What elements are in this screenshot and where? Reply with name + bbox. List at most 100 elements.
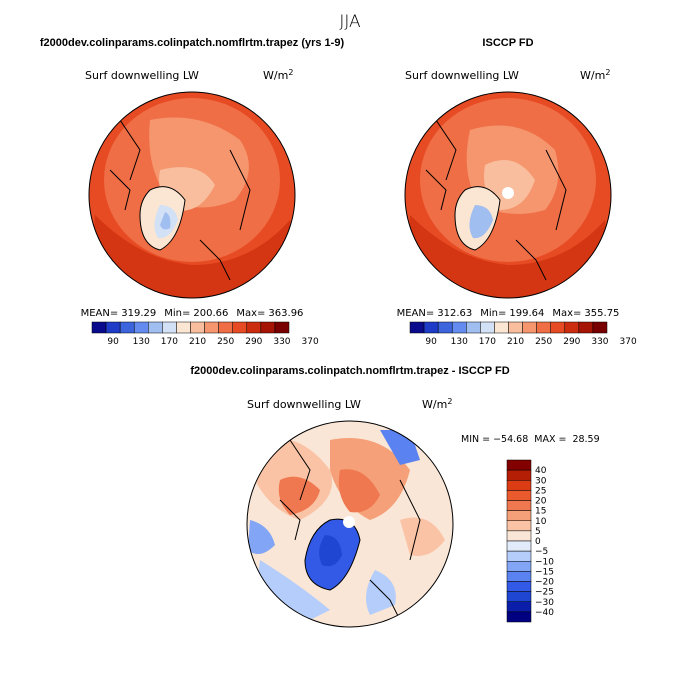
colorbar-1-tick-label: 130 bbox=[133, 337, 150, 347]
panel-1: f2000dev.colinparams.colinpatch.nomflrtm… bbox=[40, 37, 345, 347]
panel-2-variable: Surf downwelling LW bbox=[405, 69, 519, 82]
colorbar-1-swatch bbox=[119, 321, 135, 334]
colorbar-3-tick-label: 25 bbox=[535, 486, 546, 496]
colorbar-2-swatch bbox=[508, 321, 523, 334]
colorbar-1-swatch bbox=[105, 321, 121, 334]
colorbar-2-tick-label: 210 bbox=[507, 337, 524, 347]
colorbar-3-tick-label: −10 bbox=[535, 557, 554, 567]
colorbar-3-tick-label: 15 bbox=[535, 507, 546, 517]
colorbar-1-tick-label: 250 bbox=[217, 337, 234, 347]
colorbar-2-swatch bbox=[578, 321, 594, 334]
colorbar-3-swatch bbox=[506, 591, 532, 602]
colorbar-3-tick-label: −5 bbox=[535, 547, 548, 557]
panel-3-map bbox=[247, 421, 453, 627]
colorbar-1-swatch bbox=[190, 321, 205, 334]
panel-1-title: f2000dev.colinparams.colinpatch.nomflrtm… bbox=[40, 37, 345, 49]
colorbar-1-tick-label: 370 bbox=[302, 337, 319, 347]
panel-3: f2000dev.colinparams.colinpatch.nomflrtm… bbox=[190, 365, 600, 628]
colorbar-3-swatch bbox=[506, 520, 532, 532]
panel-2-title: ISCCP FD bbox=[482, 37, 533, 49]
colorbar-3-swatch bbox=[506, 490, 532, 501]
colorbar-2-swatch bbox=[592, 321, 608, 334]
colorbar-3-swatch bbox=[506, 500, 532, 511]
colorbar-2-tick-label: 330 bbox=[591, 337, 608, 347]
colorbar-2-swatch bbox=[409, 321, 425, 334]
colorbar-3-swatch bbox=[506, 469, 532, 481]
colorbar-3-swatch bbox=[506, 550, 532, 562]
colorbar-3-swatch bbox=[506, 611, 532, 623]
colorbar-1-swatch bbox=[246, 321, 262, 334]
colorbar-2-tick-label: 170 bbox=[479, 337, 496, 347]
panel-1-map bbox=[89, 92, 295, 298]
colorbar-3-tick-label: −20 bbox=[535, 578, 554, 588]
figure-title: JJA bbox=[339, 12, 361, 32]
colorbar-3-tick-label: 40 bbox=[535, 466, 547, 476]
colorbar-1-swatch bbox=[218, 321, 233, 334]
colorbar-1-tick-label: 330 bbox=[273, 337, 290, 347]
colorbar-2-swatch bbox=[564, 321, 580, 334]
panel-2-units: W/m2 bbox=[580, 68, 610, 82]
colorbar-3-tick-label: −30 bbox=[535, 598, 554, 608]
colorbar-3-tick-label: 0 bbox=[535, 537, 541, 547]
colorbar-2-swatch bbox=[522, 321, 537, 334]
panel-1-map-border bbox=[88, 91, 296, 299]
colorbar-3-tick-label: 20 bbox=[535, 497, 547, 507]
colorbar-2-swatch bbox=[480, 321, 495, 334]
panel-1-stats: MEAN= 319.29 Min= 200.66 Max= 363.96 bbox=[81, 308, 304, 319]
colorbar-3-tick-label: 10 bbox=[535, 517, 547, 527]
panel-1-units: W/m2 bbox=[263, 68, 293, 82]
colorbar-2-tick-label: 130 bbox=[451, 337, 468, 347]
colorbar-2-swatch bbox=[550, 321, 566, 334]
panel-3-units: W/m2 bbox=[422, 397, 452, 411]
panel-2-colorbar: 90 130 170 210 250 290 330 370 bbox=[409, 321, 637, 347]
colorbar-1-tick-label: 90 bbox=[107, 337, 119, 347]
panel-2-stats: MEAN= 312.63 Min= 199.64 Max= 355.75 bbox=[397, 308, 620, 319]
colorbar-3-swatch bbox=[506, 530, 532, 542]
panel-2: ISCCP FD Surf downwelling LW W/m2 MEAN= 3… bbox=[397, 37, 637, 347]
colorbar-2-swatch bbox=[466, 321, 481, 334]
panel-1-colorbar: 90 130 170 210 250 290 330 370 bbox=[91, 321, 319, 347]
colorbar-1-swatch bbox=[133, 321, 149, 334]
colorbar-1-tick-label: 290 bbox=[245, 337, 262, 347]
panel-2-map bbox=[405, 92, 611, 298]
colorbar-1-swatch bbox=[260, 321, 276, 334]
colorbar-1-swatch bbox=[232, 321, 248, 334]
panel-3-title: f2000dev.colinparams.colinpatch.nomflrtm… bbox=[190, 365, 509, 377]
colorbar-1-tick-label: 210 bbox=[189, 337, 206, 347]
panel-1-variable: Surf downwelling LW bbox=[85, 69, 199, 82]
colorbar-1-swatch bbox=[148, 321, 163, 334]
colorbar-2-swatch bbox=[536, 321, 551, 334]
colorbar-3-tick-label: 30 bbox=[535, 476, 547, 486]
colorbar-2-swatch bbox=[451, 321, 467, 334]
colorbar-3-swatch bbox=[506, 540, 532, 552]
colorbar-3-swatch bbox=[506, 571, 532, 582]
colorbar-1-swatch bbox=[204, 321, 219, 334]
colorbar-3-swatch bbox=[506, 561, 532, 572]
panel-3-map-border bbox=[246, 420, 454, 628]
colorbar-3-tick-label: −25 bbox=[535, 588, 554, 598]
colorbar-2-tick-label: 290 bbox=[563, 337, 580, 347]
colorbar-2-swatch bbox=[423, 321, 439, 334]
colorbar-1-swatch bbox=[274, 321, 290, 334]
colorbar-1-swatch bbox=[176, 321, 191, 334]
colorbar-3-swatch bbox=[506, 581, 532, 592]
colorbar-3-swatch bbox=[506, 510, 532, 521]
colorbar-2-tick-label: 250 bbox=[535, 337, 552, 347]
colorbar-3-swatch bbox=[506, 601, 532, 613]
colorbar-2-swatch bbox=[494, 321, 509, 334]
colorbar-2-swatch bbox=[437, 321, 453, 334]
colorbar-1-tick-label: 170 bbox=[161, 337, 178, 347]
panel-3-variable: Surf downwelling LW bbox=[247, 398, 361, 411]
colorbar-3-tick-label: −40 bbox=[535, 608, 554, 618]
colorbar-1-swatch bbox=[91, 321, 107, 334]
colorbar-3-tick-label: −15 bbox=[535, 567, 554, 577]
colorbar-1-swatch bbox=[162, 321, 177, 334]
colorbar-2-tick-label: 370 bbox=[620, 337, 637, 347]
panel-3-stats: MIN = −54.68 MAX = 28.59 bbox=[461, 434, 600, 445]
colorbar-3-swatch bbox=[506, 480, 532, 491]
colorbar-3-swatch bbox=[506, 459, 532, 471]
colorbar-2-tick-label: 90 bbox=[425, 337, 437, 347]
panel-2-map-border bbox=[404, 91, 612, 299]
